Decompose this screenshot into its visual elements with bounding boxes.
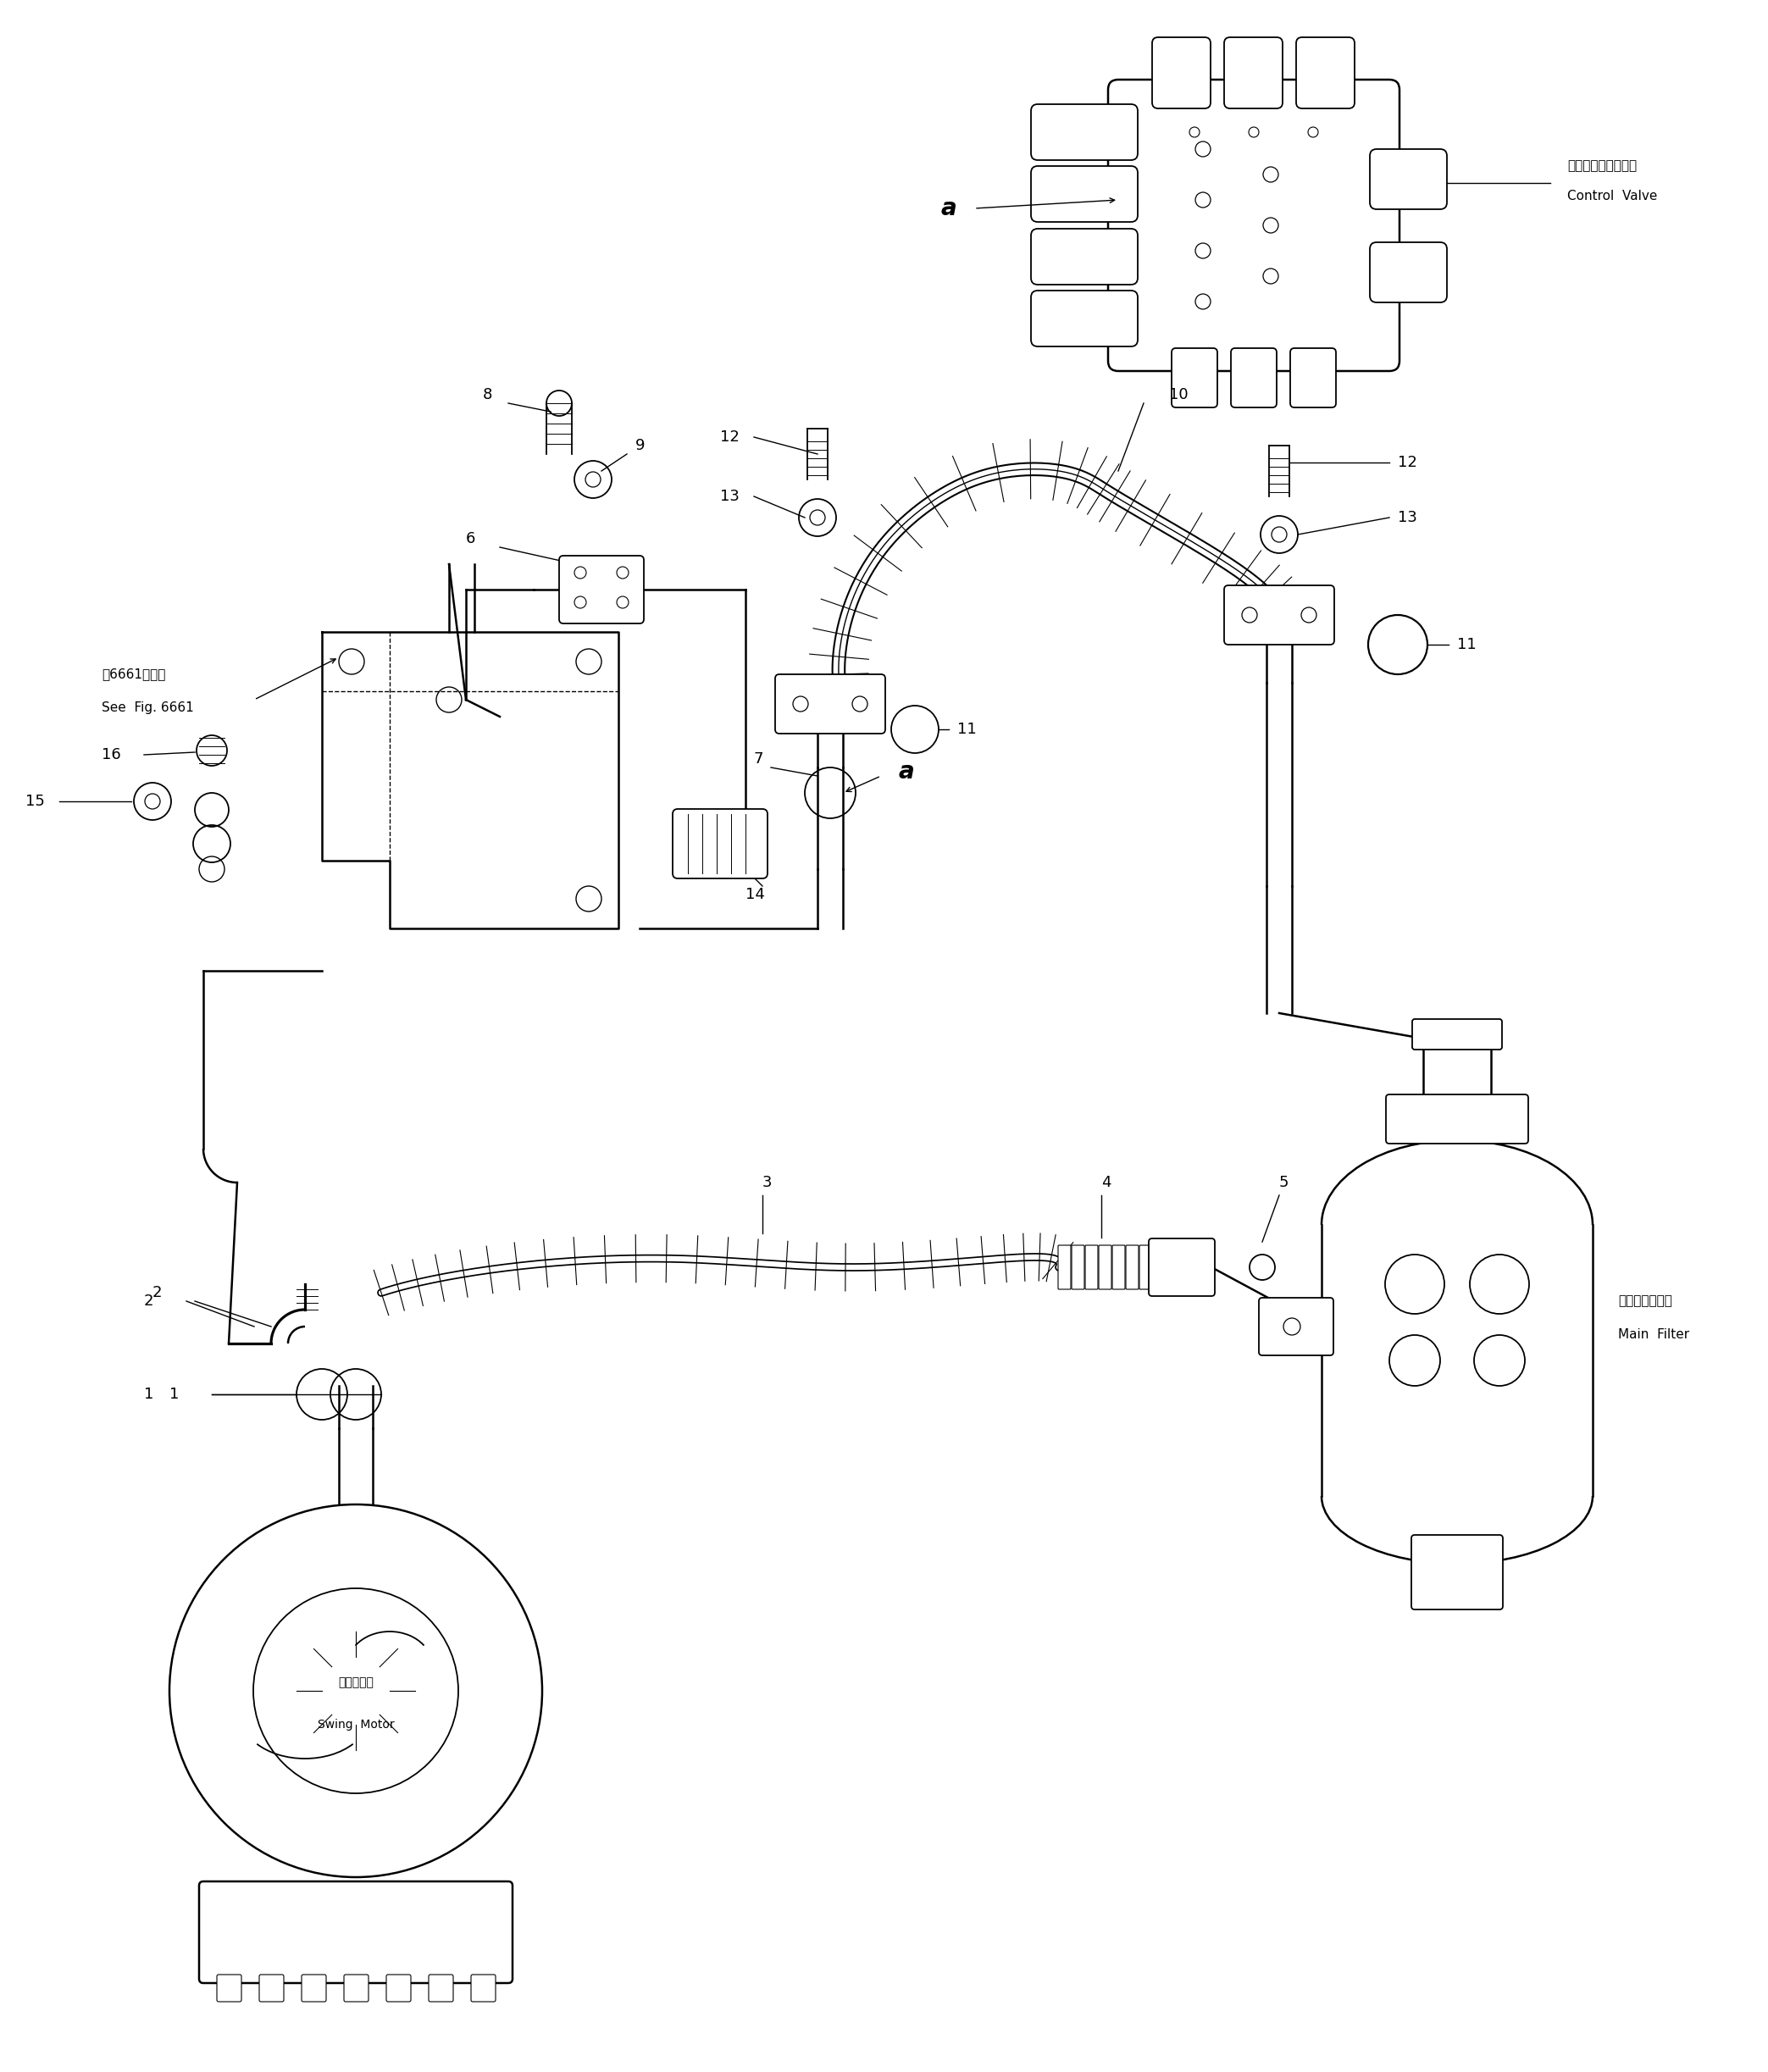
Text: 1: 1: [170, 1386, 179, 1403]
FancyBboxPatch shape: [302, 1975, 325, 2002]
FancyBboxPatch shape: [1223, 586, 1335, 644]
Text: 2: 2: [143, 1293, 154, 1310]
FancyBboxPatch shape: [1153, 37, 1211, 108]
FancyBboxPatch shape: [1259, 1297, 1333, 1355]
FancyBboxPatch shape: [1126, 1245, 1139, 1289]
Text: メインフィルタ: メインフィルタ: [1618, 1295, 1673, 1307]
Text: 7: 7: [753, 752, 764, 767]
FancyBboxPatch shape: [1296, 37, 1354, 108]
Text: 3: 3: [762, 1175, 773, 1189]
Text: 8: 8: [483, 387, 493, 402]
FancyBboxPatch shape: [672, 808, 767, 879]
FancyBboxPatch shape: [385, 1975, 410, 2002]
FancyBboxPatch shape: [1031, 228, 1139, 284]
FancyBboxPatch shape: [1223, 37, 1282, 108]
FancyBboxPatch shape: [559, 555, 644, 624]
FancyBboxPatch shape: [200, 1881, 513, 1983]
FancyBboxPatch shape: [1231, 348, 1276, 408]
FancyBboxPatch shape: [1386, 1094, 1528, 1144]
FancyBboxPatch shape: [1086, 1245, 1098, 1289]
Text: 旋回モータ: 旋回モータ: [338, 1676, 373, 1689]
FancyBboxPatch shape: [1098, 1245, 1112, 1289]
Text: See  Fig. 6661: See Fig. 6661: [101, 702, 194, 715]
FancyBboxPatch shape: [1172, 348, 1218, 408]
Text: 11: 11: [1457, 636, 1476, 653]
Text: Main  Filter: Main Filter: [1618, 1328, 1688, 1341]
FancyBboxPatch shape: [1112, 1245, 1124, 1289]
Text: コントロールバルブ: コントロールバルブ: [1566, 160, 1637, 172]
FancyBboxPatch shape: [1031, 104, 1139, 160]
Text: 9: 9: [635, 437, 645, 454]
FancyBboxPatch shape: [1031, 166, 1139, 222]
FancyBboxPatch shape: [1109, 79, 1400, 371]
Text: 11: 11: [956, 721, 976, 738]
FancyBboxPatch shape: [1149, 1239, 1215, 1297]
FancyBboxPatch shape: [1071, 1245, 1084, 1289]
FancyBboxPatch shape: [1411, 1535, 1503, 1610]
Text: 5: 5: [1280, 1175, 1289, 1189]
Text: Swing  Motor: Swing Motor: [318, 1720, 394, 1730]
Text: a: a: [898, 760, 914, 783]
Text: a: a: [941, 197, 956, 220]
Text: 13: 13: [1398, 510, 1418, 524]
FancyBboxPatch shape: [1413, 1019, 1503, 1051]
Text: 2: 2: [152, 1285, 163, 1301]
FancyBboxPatch shape: [470, 1975, 495, 2002]
FancyBboxPatch shape: [1370, 149, 1446, 209]
Text: 6: 6: [467, 530, 476, 547]
Text: 1: 1: [143, 1386, 154, 1403]
FancyBboxPatch shape: [260, 1975, 285, 2002]
FancyBboxPatch shape: [217, 1975, 242, 2002]
FancyBboxPatch shape: [1291, 348, 1337, 408]
Text: 13: 13: [720, 489, 739, 503]
Text: 4: 4: [1101, 1175, 1110, 1189]
FancyBboxPatch shape: [774, 673, 886, 733]
Text: 12: 12: [1398, 456, 1418, 470]
Text: 16: 16: [101, 748, 120, 762]
Text: 15: 15: [25, 794, 44, 808]
Text: 第6661図参照: 第6661図参照: [101, 667, 166, 680]
FancyBboxPatch shape: [1139, 1245, 1153, 1289]
FancyBboxPatch shape: [1370, 242, 1446, 303]
Text: 10: 10: [1169, 387, 1188, 402]
Text: 12: 12: [720, 429, 739, 445]
FancyBboxPatch shape: [1057, 1245, 1071, 1289]
Text: 14: 14: [746, 887, 766, 901]
FancyBboxPatch shape: [345, 1975, 368, 2002]
FancyBboxPatch shape: [1031, 290, 1139, 346]
FancyBboxPatch shape: [428, 1975, 453, 2002]
Text: Control  Valve: Control Valve: [1566, 189, 1657, 203]
